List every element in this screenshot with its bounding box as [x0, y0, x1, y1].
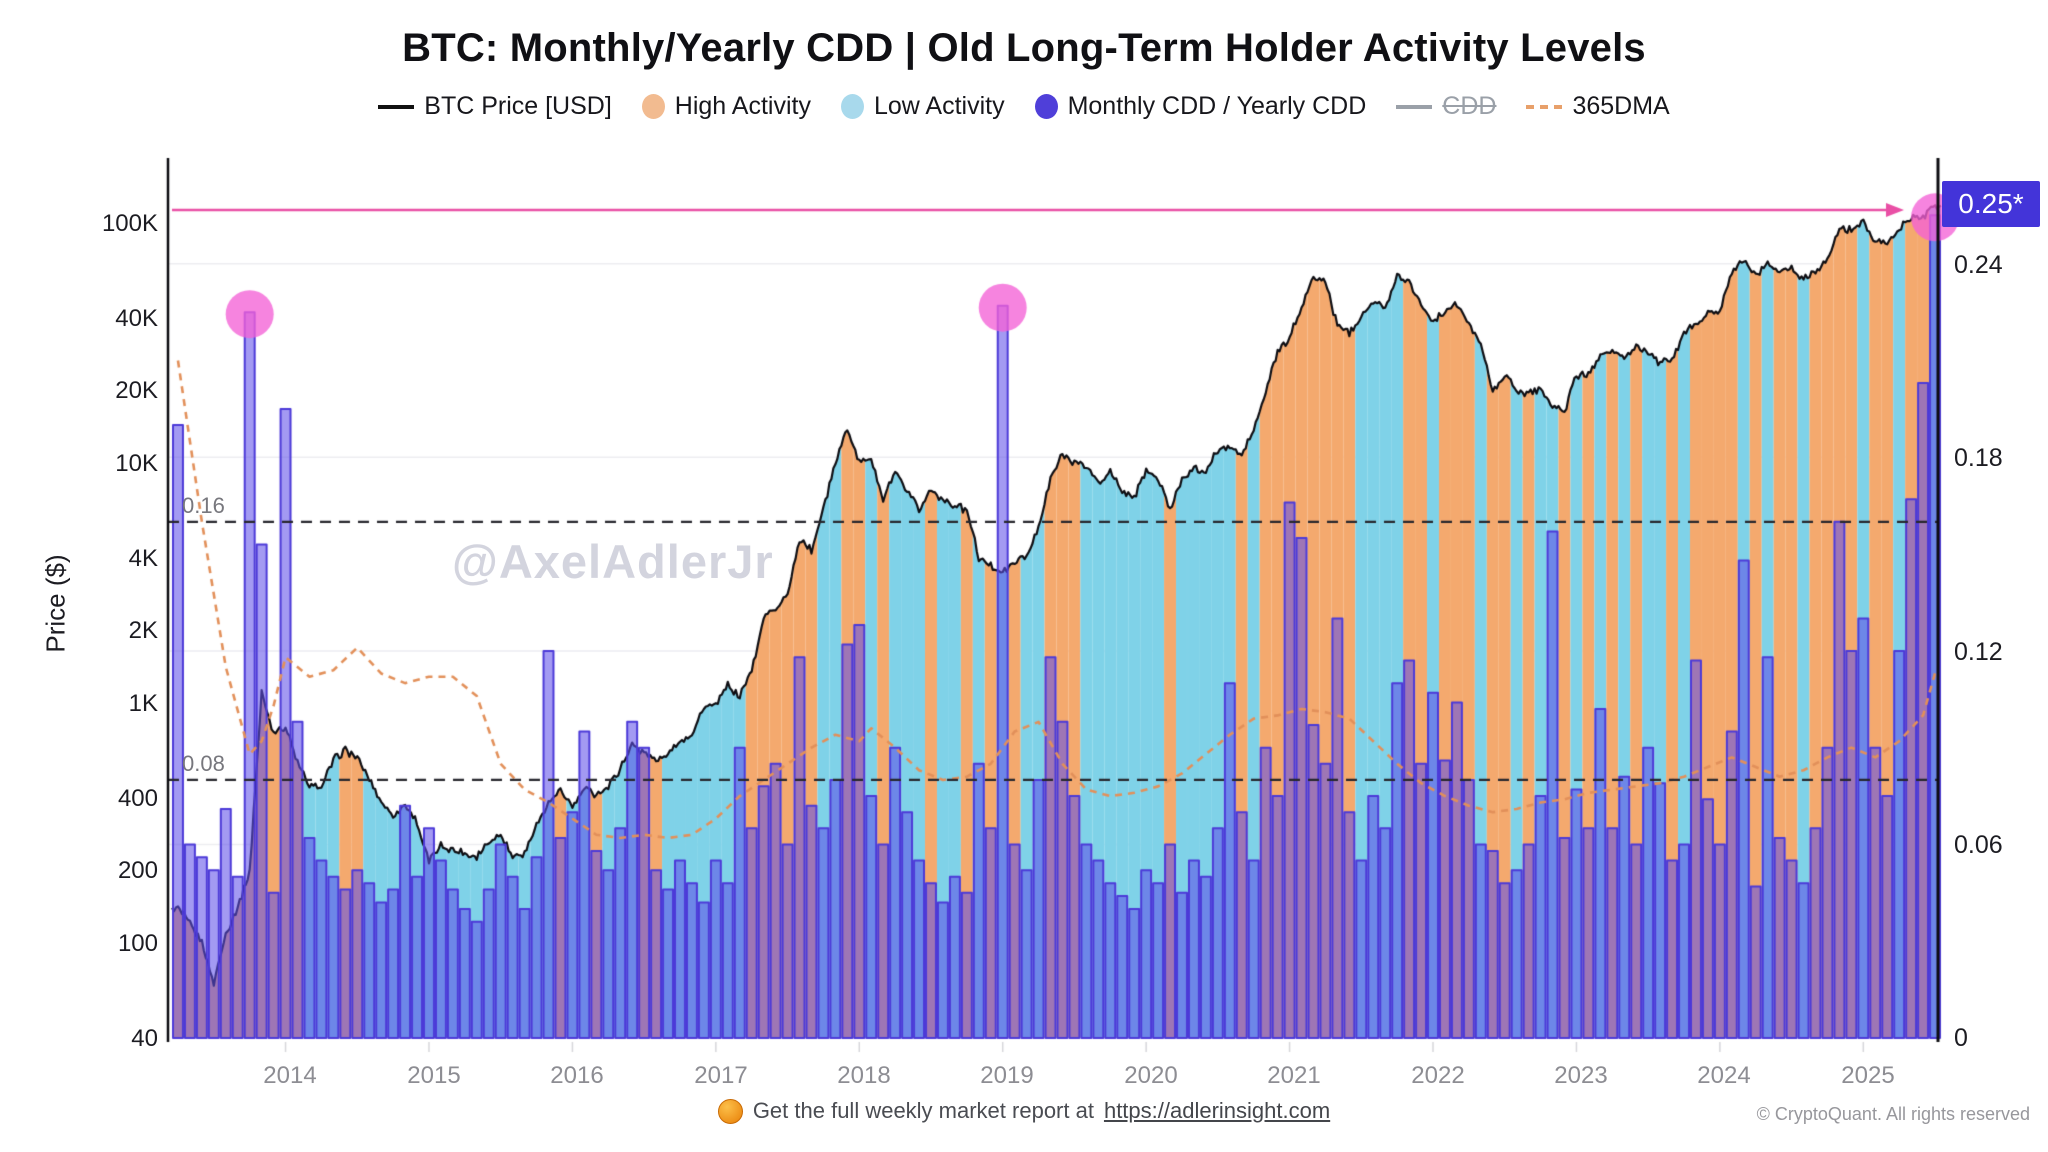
- legend-label: Low Activity: [873, 92, 1005, 120]
- legend-item-btc-price[interactable]: BTC Price [USD]: [378, 92, 612, 121]
- orange-ball-icon: [717, 1098, 743, 1124]
- year-tick: 2016: [550, 1062, 604, 1089]
- year-tick: 2019: [980, 1062, 1034, 1089]
- legend-item-high-activity[interactable]: High Activity: [641, 92, 811, 121]
- year-tick: 2020: [1124, 1062, 1178, 1089]
- btc-price-line-icon: [378, 104, 415, 109]
- legend-label: 365DMA: [1572, 92, 1670, 120]
- price-tick: 1K: [128, 690, 158, 717]
- copyright-note: © CryptoQuant. All rights reserved: [1756, 1104, 2030, 1124]
- year-tick: 2021: [1267, 1062, 1321, 1089]
- year-tick: 2023: [1554, 1062, 1608, 1089]
- legend-item-monthly-cdd[interactable]: Monthly CDD / Yearly CDD: [1034, 92, 1367, 121]
- ratio-tick: 0.06: [1954, 831, 2003, 859]
- ratio-tick: 0.18: [1954, 444, 2003, 472]
- price-tick: 20K: [115, 377, 158, 404]
- price-tick: 2K: [128, 617, 158, 644]
- dma-dashed-line-icon: [1526, 104, 1563, 109]
- lower-band-label: 0.08: [182, 751, 225, 776]
- price-tick: 400: [117, 785, 158, 812]
- monthly-cdd-dot-icon: [1034, 94, 1058, 119]
- legend-label: Monthly CDD / Yearly CDD: [1067, 92, 1367, 120]
- legend: BTC Price [USD] High Activity Low Activi…: [0, 92, 2048, 121]
- year-tick: 2024: [1697, 1062, 1751, 1089]
- ratio-tick: 0.12: [1954, 638, 2003, 666]
- legend-item-cdd-disabled[interactable]: CDD: [1396, 92, 1496, 121]
- price-tick: 40: [131, 1025, 158, 1052]
- footer-text: Get the full weekly market report at: [752, 1098, 1094, 1123]
- page-title: BTC: Monthly/Yearly CDD | Old Long-Term …: [402, 26, 1646, 70]
- year-tick: 2017: [694, 1062, 748, 1089]
- low-activity-dot-icon: [840, 94, 864, 119]
- y-axis-title: Price ($): [40, 554, 71, 653]
- ratio-tick: 0: [1954, 1024, 1968, 1052]
- legend-item-365dma[interactable]: 365DMA: [1526, 92, 1670, 121]
- legend-item-low-activity[interactable]: Low Activity: [840, 92, 1005, 121]
- year-tick: 2022: [1411, 1062, 1465, 1089]
- legend-label: CDD: [1442, 92, 1497, 120]
- upper-band-label: 0.16: [182, 493, 225, 518]
- price-tick: 200: [117, 857, 158, 884]
- price-tick: 40K: [115, 305, 158, 332]
- year-tick: 2015: [407, 1062, 461, 1089]
- current-value-badge: 0.25*: [1942, 181, 2040, 227]
- legend-label: BTC Price [USD]: [424, 92, 612, 120]
- year-tick: 2025: [1841, 1062, 1895, 1089]
- price-tick: 4K: [128, 545, 158, 572]
- cdd-line-icon: [1396, 104, 1433, 109]
- legend-label: High Activity: [674, 92, 811, 120]
- footer-report-note: Get the full weekly market report at htt…: [0, 1098, 2048, 1124]
- price-tick: 100: [117, 930, 158, 957]
- report-link[interactable]: https://adlerinsight.com: [1103, 1098, 1331, 1123]
- year-tick: 2018: [837, 1062, 891, 1089]
- price-tick: 100K: [101, 210, 158, 237]
- ratio-tick: 0.24: [1954, 251, 2003, 279]
- watermark: @AxelAdlerJr: [452, 535, 774, 588]
- price-tick: 10K: [115, 450, 158, 477]
- year-tick: 2014: [263, 1062, 317, 1089]
- high-activity-dot-icon: [641, 94, 665, 119]
